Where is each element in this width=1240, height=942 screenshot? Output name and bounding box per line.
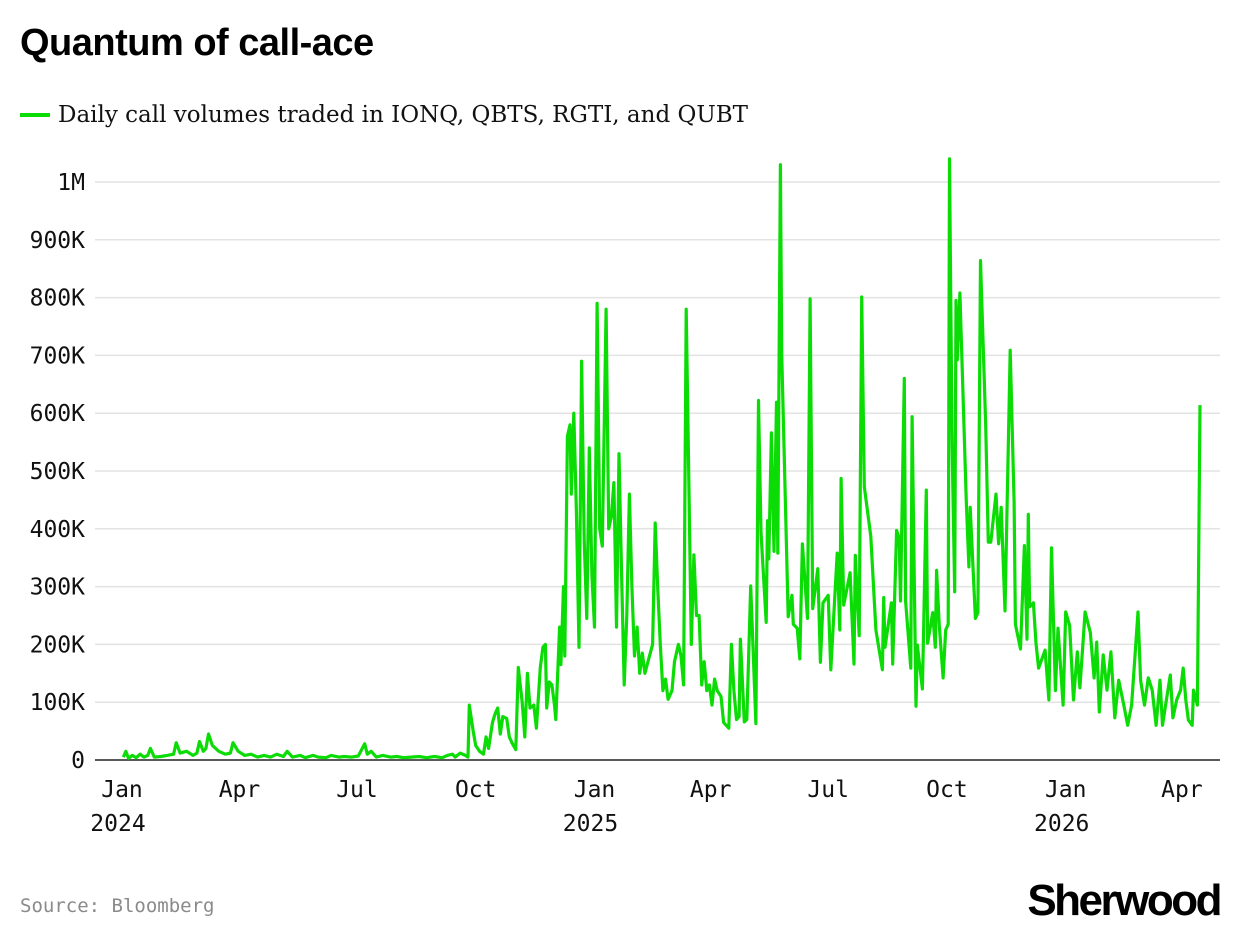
x-tick-label: Jan xyxy=(574,777,616,803)
legend-swatch xyxy=(20,113,50,117)
chart-title: Quantum of call-ace xyxy=(20,22,374,64)
x-tick-label: Apr xyxy=(690,777,732,803)
y-tick-label: 300K xyxy=(30,575,86,601)
y-tick-label: 200K xyxy=(30,632,86,658)
x-tick-label: Jul xyxy=(807,777,849,803)
sherwood-logo: Sherwood xyxy=(1027,876,1222,925)
y-tick-label: 400K xyxy=(30,517,86,543)
source-note: Source: Bloomberg xyxy=(20,895,215,917)
x-tick-label: Oct xyxy=(926,777,968,803)
x-tick-year: 2025 xyxy=(563,811,618,837)
x-tick-year: 2026 xyxy=(1034,811,1089,837)
y-tick-label: 800K xyxy=(30,286,86,312)
y-tick-label: 700K xyxy=(30,343,86,369)
x-tick-label: Oct xyxy=(455,777,497,803)
y-axis-ticks: 0 100K 200K 300K 400K 500K 600K 700K 800K 900K 1M xyxy=(30,170,86,774)
x-tick-label: Apr xyxy=(219,777,261,803)
y-tick-label: 900K xyxy=(30,228,86,254)
x-tick-label: Jul xyxy=(336,777,378,803)
y-tick-label: 500K xyxy=(30,459,86,485)
x-tick-label: Apr xyxy=(1161,777,1203,803)
series-line xyxy=(121,157,1202,760)
y-tick-label: 100K xyxy=(30,690,86,716)
legend-label: Daily call volumes traded in IONQ, QBTS,… xyxy=(58,102,748,128)
x-axis-ticks: Jan 2024 Apr Jul Oct Jan 2025 Apr Jul Oct Jan 2026 A… xyxy=(90,777,1202,837)
x-tick-label: Jan xyxy=(101,777,143,803)
y-tick-label: 600K xyxy=(30,401,86,427)
gridlines xyxy=(95,181,1220,703)
x-tick-label: Jan xyxy=(1045,777,1087,803)
x-tick-year: 2024 xyxy=(90,811,145,837)
legend: Daily call volumes traded in IONQ, QBTS,… xyxy=(20,102,748,128)
y-tick-label: 0 xyxy=(71,748,85,774)
y-tick-label: 1M xyxy=(57,170,85,196)
